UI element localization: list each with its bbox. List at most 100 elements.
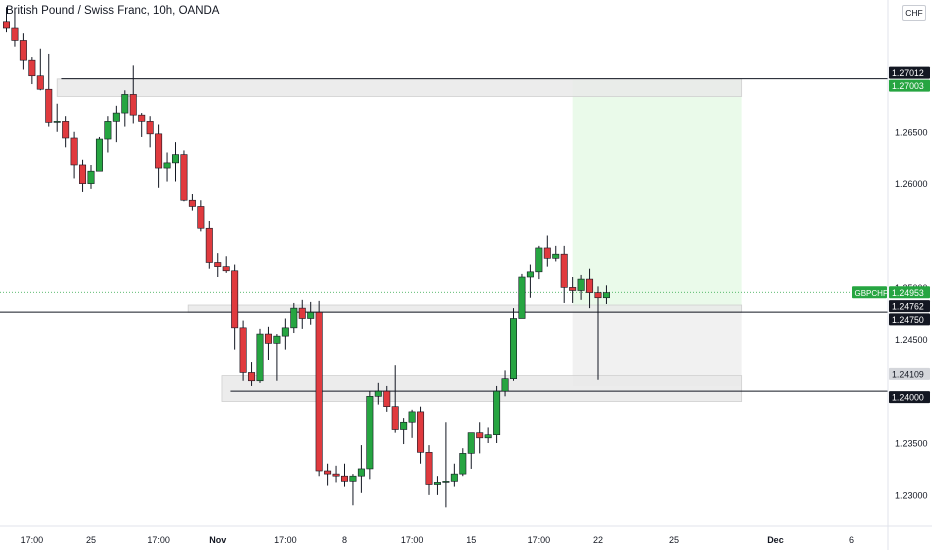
time-axis[interactable]: 17:00 25 17:00 Nov 17:00 8 17:00 15 17:00 22 25 Dec… (0, 525, 932, 545)
price-tick-label: 1.23500 (895, 439, 928, 449)
bearish-candle (36, 75, 44, 90)
price-badge-label: 1.27012 (892, 68, 924, 78)
time-tick-label: 6 (849, 535, 854, 545)
bullish-candle (349, 475, 357, 482)
bullish-candle (493, 390, 501, 436)
bearish-candle (146, 121, 154, 135)
target-zone[interactable] (572, 79, 742, 312)
supply-demand-zone[interactable] (56, 78, 743, 97)
stop-zone[interactable] (572, 312, 742, 386)
bearish-candle (315, 311, 323, 472)
time-tick-label: 25 (669, 535, 679, 545)
chart-title: British Pound / Swiss Franc, 10h, OANDA (6, 5, 220, 17)
price-badge-label: 1.24109 (892, 369, 924, 379)
bullish-candle (526, 271, 534, 278)
bullish-candle (256, 333, 264, 382)
price-badge (889, 313, 930, 326)
price-tick-label: 1.24500 (895, 335, 928, 345)
bearish-candle (28, 59, 36, 77)
bullish-candle (172, 154, 180, 164)
bullish-candle (112, 112, 120, 122)
price-tick-label: 1.23000 (895, 490, 928, 500)
bullish-candle (552, 253, 560, 259)
bullish-candle (433, 482, 441, 485)
bearish-candle (129, 94, 137, 116)
bearish-candle (2, 21, 11, 29)
price-badge-label: 1.24953 (892, 288, 924, 298)
bullish-candle (400, 421, 408, 430)
bearish-candle (324, 470, 332, 475)
bullish-candle (577, 278, 585, 291)
bearish-candle (62, 121, 70, 139)
bullish-candle (281, 327, 289, 337)
bullish-candle (450, 473, 458, 482)
time-tick-label: 22 (593, 535, 603, 545)
bullish-candle (501, 378, 509, 392)
bullish-candle (87, 170, 95, 184)
bullish-candle (53, 121, 61, 123)
time-tick-label: 17:00 (147, 535, 170, 545)
bearish-candle (476, 432, 484, 439)
bullish-candle (366, 396, 374, 470)
bearish-candle (197, 206, 205, 229)
bearish-candle (222, 266, 230, 272)
bullish-candle (104, 121, 112, 140)
time-tick-label: 17:00 (21, 535, 44, 545)
bullish-candle (95, 138, 103, 172)
bearish-candle (205, 227, 213, 263)
price-badge (889, 391, 930, 404)
bullish-candle (467, 432, 475, 454)
bearish-candle (19, 40, 27, 61)
bearish-candle (79, 164, 87, 184)
bearish-candle (594, 292, 602, 299)
bearish-candle (391, 406, 399, 430)
supply-demand-zone[interactable] (221, 375, 743, 402)
bullish-candle (602, 292, 610, 299)
bullish-candle (484, 434, 492, 439)
bearish-candle (45, 88, 53, 123)
time-tick-label: 17:00 (401, 535, 424, 545)
bullish-candle (374, 390, 382, 397)
price-badges: 1.27012 1.27003 1.24953 GBPCHF 1.24762 1.2475… (852, 66, 930, 404)
bearish-candle (70, 137, 78, 166)
bearish-candle (231, 270, 239, 329)
bearish-candle (543, 247, 551, 259)
supply-demand-zone[interactable] (187, 304, 743, 313)
bullish-candle (163, 162, 171, 169)
bearish-candle (332, 473, 340, 477)
price-badge (889, 79, 930, 92)
bullish-candle (509, 318, 517, 379)
bullish-candle (459, 453, 467, 475)
time-tick-label: Dec (767, 535, 784, 545)
bearish-candle (417, 411, 425, 453)
price-badge (889, 300, 930, 313)
bullish-candle (273, 335, 281, 344)
bearish-candle (155, 133, 163, 169)
currency-button[interactable]: CHF (902, 5, 926, 21)
bearish-candle (586, 278, 594, 293)
bearish-candle (264, 333, 272, 344)
price-badge-label: 1.24750 (892, 315, 924, 325)
time-tick-label: 8 (342, 535, 347, 545)
bearish-candle (239, 327, 247, 373)
time-tick-label: 17:00 (528, 535, 551, 545)
bullish-candle (408, 411, 416, 423)
levels-layer[interactable] (0, 78, 888, 392)
time-tick-label: Nov (209, 535, 226, 545)
symbol-tag-label: GBPCHF (855, 289, 888, 298)
bearish-candle (569, 287, 577, 291)
zones-layer[interactable] (56, 78, 743, 402)
time-tick-label: 25 (86, 535, 96, 545)
price-badge (889, 66, 930, 79)
bullish-candle (535, 247, 543, 273)
bearish-candle (298, 307, 306, 319)
price-tick-label: 1.26000 (895, 179, 928, 189)
price-badge (889, 367, 930, 380)
price-badge (889, 286, 930, 299)
bearish-candle (138, 114, 146, 122)
time-tick-label: 17:00 (274, 535, 297, 545)
bullish-candle (307, 311, 315, 319)
bearish-candle (214, 262, 222, 267)
time-tick-label: 15 (466, 535, 476, 545)
